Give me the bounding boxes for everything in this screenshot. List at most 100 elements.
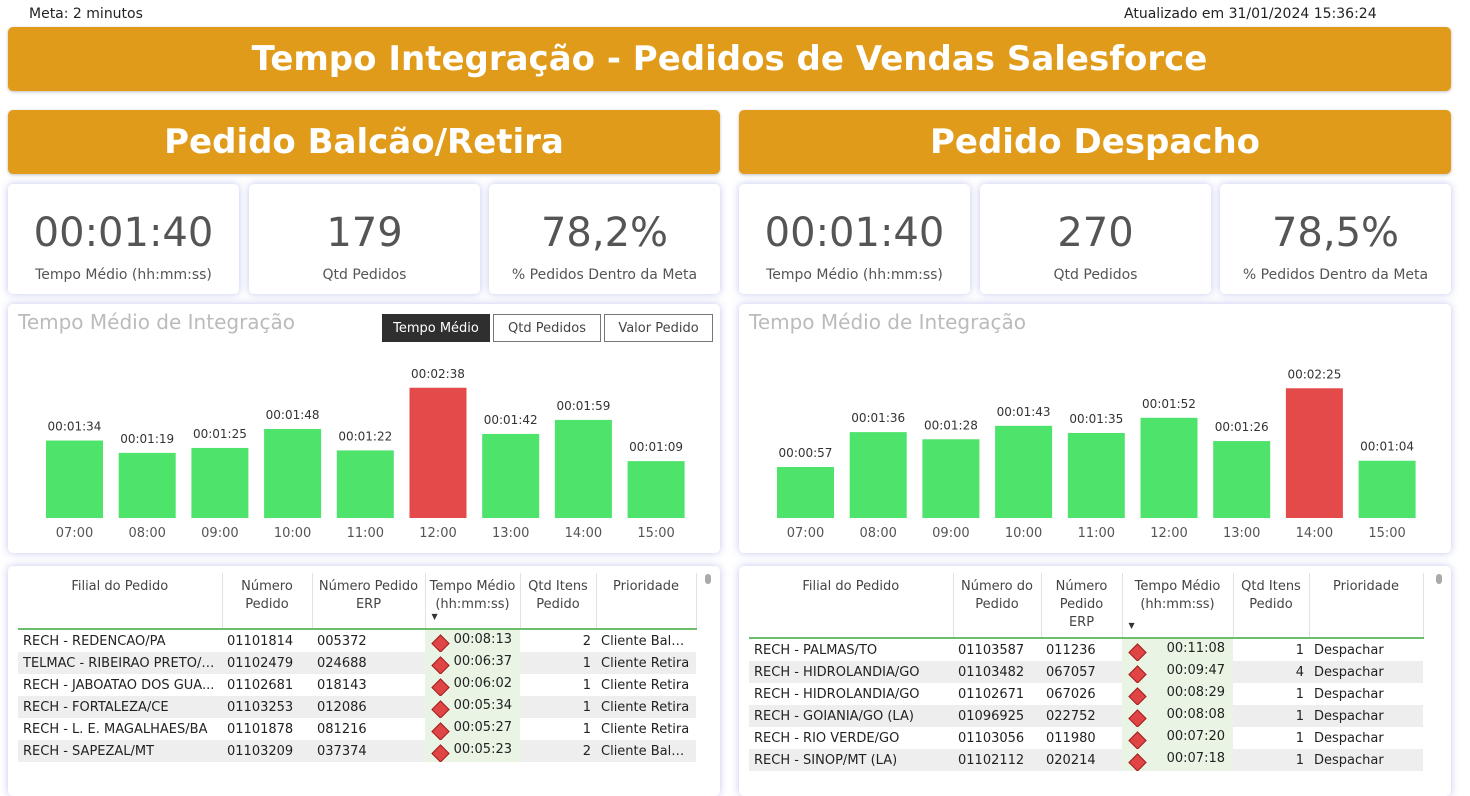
column-header[interactable]: Número Pedido ERP xyxy=(312,573,426,630)
table-row[interactable]: RECH - SAPEZAL/MT 01103209 037374 00:05:23 2… xyxy=(18,740,696,762)
section-title-despacho: Pedido Despacho xyxy=(739,110,1451,174)
orders-table-despacho: Filial do Pedido Número do Pedido Número P… xyxy=(749,573,1424,771)
bar-11:00[interactable] xyxy=(1067,433,1125,518)
column-header[interactable]: Tempo Médio (hh:mm:ss) ▼ xyxy=(1122,573,1234,639)
kpi-card-tempo-medio: 00:01:40 Tempo Médio (hh:mm:ss) xyxy=(739,184,970,294)
table-row[interactable]: RECH - REDENCAO/PA 01101814 005372 00:08:13… xyxy=(18,629,696,652)
bar-09:00[interactable] xyxy=(191,447,249,518)
column-header[interactable]: Prioridade xyxy=(1309,573,1424,639)
alert-diamond-icon xyxy=(431,678,450,696)
table-row[interactable]: RECH - PALMAS/TO 01103587 011236 00:11:08 1 D… xyxy=(749,638,1423,661)
data-label: 00:02:38 xyxy=(411,367,465,381)
table-cell: Cliente Retira xyxy=(596,652,696,674)
alert-diamond-icon xyxy=(1128,709,1147,727)
bar-08:00[interactable] xyxy=(118,452,176,518)
x-tick-label: 13:00 xyxy=(492,526,529,541)
bar-chart-balcao: 00:01:34 07:00 00:01:19 08:00 00:01:25 09:00 0… xyxy=(46,367,685,541)
x-tick-label: 15:00 xyxy=(1368,526,1405,541)
x-tick-label: 08:00 xyxy=(128,526,165,541)
column-header[interactable]: Número do Pedido xyxy=(953,573,1042,639)
table-row[interactable]: RECH - FORTALEZA/CE 01103253 012086 00:05:3… xyxy=(18,696,696,718)
table-cell: RECH - JABOATAO DOS GUA... xyxy=(23,677,215,693)
table-cell: 1 xyxy=(520,652,596,674)
x-tick-label: 09:00 xyxy=(201,526,238,541)
data-label: 00:01:36 xyxy=(851,411,905,425)
table-cell: 067057 xyxy=(1041,661,1122,683)
table-row[interactable]: RECH - RIO VERDE/GO 01103056 011980 00:07:2… xyxy=(749,727,1423,749)
column-header[interactable]: Número Pedido xyxy=(222,573,313,630)
bar-13:00[interactable] xyxy=(1213,441,1271,518)
bar-10:00[interactable] xyxy=(995,425,1053,518)
kpi-card-pct-meta: 78,5% % Pedidos Dentro da Meta xyxy=(1220,184,1451,294)
table-cell: 1 xyxy=(1233,749,1309,771)
bar-12:00[interactable] xyxy=(1140,417,1198,518)
table-row[interactable]: TELMAC - RIBEIRAO PRETO/SP 01102479 024688… xyxy=(18,652,696,674)
column-header[interactable]: Número Pedido ERP xyxy=(1041,573,1123,639)
table-cell: 00:05:34 xyxy=(425,696,520,718)
bar-07:00[interactable] xyxy=(46,440,103,518)
data-label: 00:01:52 xyxy=(1142,397,1196,411)
alert-diamond-icon xyxy=(1128,665,1147,683)
scrollbar-thumb[interactable] xyxy=(705,574,711,584)
table-cell: Despachar xyxy=(1314,686,1384,702)
bar-12:00[interactable] xyxy=(409,387,467,518)
column-header[interactable]: Qtd Itens Pedido xyxy=(520,573,597,630)
table-cell: 022752 xyxy=(1041,705,1122,727)
table-cell: 00:07:18 xyxy=(1122,749,1233,771)
bar-10:00[interactable] xyxy=(264,428,322,518)
table-cell: 01103482 xyxy=(953,661,1041,683)
bar-15:00[interactable] xyxy=(627,461,685,518)
alert-diamond-icon xyxy=(431,656,450,674)
kpi-card-qtd-pedidos: 179 Qtd Pedidos xyxy=(249,184,480,294)
x-tick-label: 15:00 xyxy=(637,526,674,541)
kpi-label: Qtd Pedidos xyxy=(322,267,407,283)
data-label: 00:01:42 xyxy=(484,413,538,427)
table-row[interactable]: RECH - HIDROLANDIA/GO 01102671 067026 00:08… xyxy=(749,683,1423,705)
table-cell: 01102112 xyxy=(953,749,1041,771)
table-row[interactable]: RECH - HIDROLANDIA/GO 01103482 067057 00:09… xyxy=(749,661,1423,683)
x-tick-label: 14:00 xyxy=(1296,526,1333,541)
sort-desc-icon[interactable]: ▼ xyxy=(1128,621,1135,630)
column-header-label: Prioridade xyxy=(613,579,679,594)
table-row[interactable]: RECH - JABOATAO DOS GUA... 01102681 018143… xyxy=(18,674,696,696)
bar-14:00[interactable] xyxy=(1285,388,1343,518)
column-header[interactable]: Qtd Itens Pedido xyxy=(1233,573,1310,639)
alert-diamond-icon xyxy=(431,634,450,652)
toggle-qtd-pedidos[interactable]: Qtd Pedidos xyxy=(493,314,601,342)
bar-15:00[interactable] xyxy=(1358,460,1416,518)
column-header[interactable]: Filial do Pedido xyxy=(749,573,954,639)
table-cell: RECH - HIDROLANDIA/GO xyxy=(754,686,920,702)
table-cell: 012086 xyxy=(312,696,425,718)
table-cell: 1 xyxy=(1295,730,1304,746)
scrollbar-thumb[interactable] xyxy=(1436,574,1442,584)
column-header-label: Número Pedido ERP xyxy=(1055,579,1108,630)
sort-desc-icon[interactable]: ▼ xyxy=(431,612,438,621)
table-cell: 00:05:23 xyxy=(425,740,520,762)
kpi-value: 179 xyxy=(326,210,403,256)
table-cell: 2 xyxy=(582,633,591,649)
column-header[interactable]: Filial do Pedido xyxy=(18,573,223,630)
bar-07:00[interactable] xyxy=(777,467,834,518)
toggle-valor-pedido[interactable]: Valor Pedido xyxy=(604,314,713,342)
table-cell: RECH - FORTALEZA/CE xyxy=(18,696,222,718)
toggle-tempo-medio[interactable]: Tempo Médio xyxy=(382,314,490,342)
table-row[interactable]: RECH - SINOP/MT (LA) 01102112 020214 00:07:… xyxy=(749,749,1423,771)
column-header[interactable]: Prioridade xyxy=(596,573,697,630)
kpi-label: Tempo Médio (hh:mm:ss) xyxy=(35,267,212,283)
bar-09:00[interactable] xyxy=(922,439,980,518)
page-title: Tempo Integração - Pedidos de Vendas Sal… xyxy=(8,27,1451,91)
column-header[interactable]: Tempo Médio (hh:mm:ss) ▼ xyxy=(425,573,521,630)
chart-card-balcao: Tempo Médio de Integração Tempo Médio Qt… xyxy=(8,304,720,553)
table-cell: 00:07:20 xyxy=(1122,727,1233,749)
table-row[interactable]: RECH - L. E. MAGALHAES/BA 01101878 081216 0… xyxy=(18,718,696,740)
kpi-value: 00:01:40 xyxy=(33,210,214,256)
bar-13:00[interactable] xyxy=(482,433,540,518)
table-cell: 1 xyxy=(1233,705,1309,727)
table-cell: Cliente Balcão xyxy=(601,633,695,649)
bar-11:00[interactable] xyxy=(336,450,394,518)
x-tick-label: 07:00 xyxy=(787,526,824,541)
bar-14:00[interactable] xyxy=(554,419,612,518)
table-row[interactable]: RECH - GOIANIA/GO (LA) 01096925 022752 00:0… xyxy=(749,705,1423,727)
bar-08:00[interactable] xyxy=(849,432,907,518)
table-card-balcao: Filial do Pedido Número Pedido Número Pedi… xyxy=(8,566,720,796)
